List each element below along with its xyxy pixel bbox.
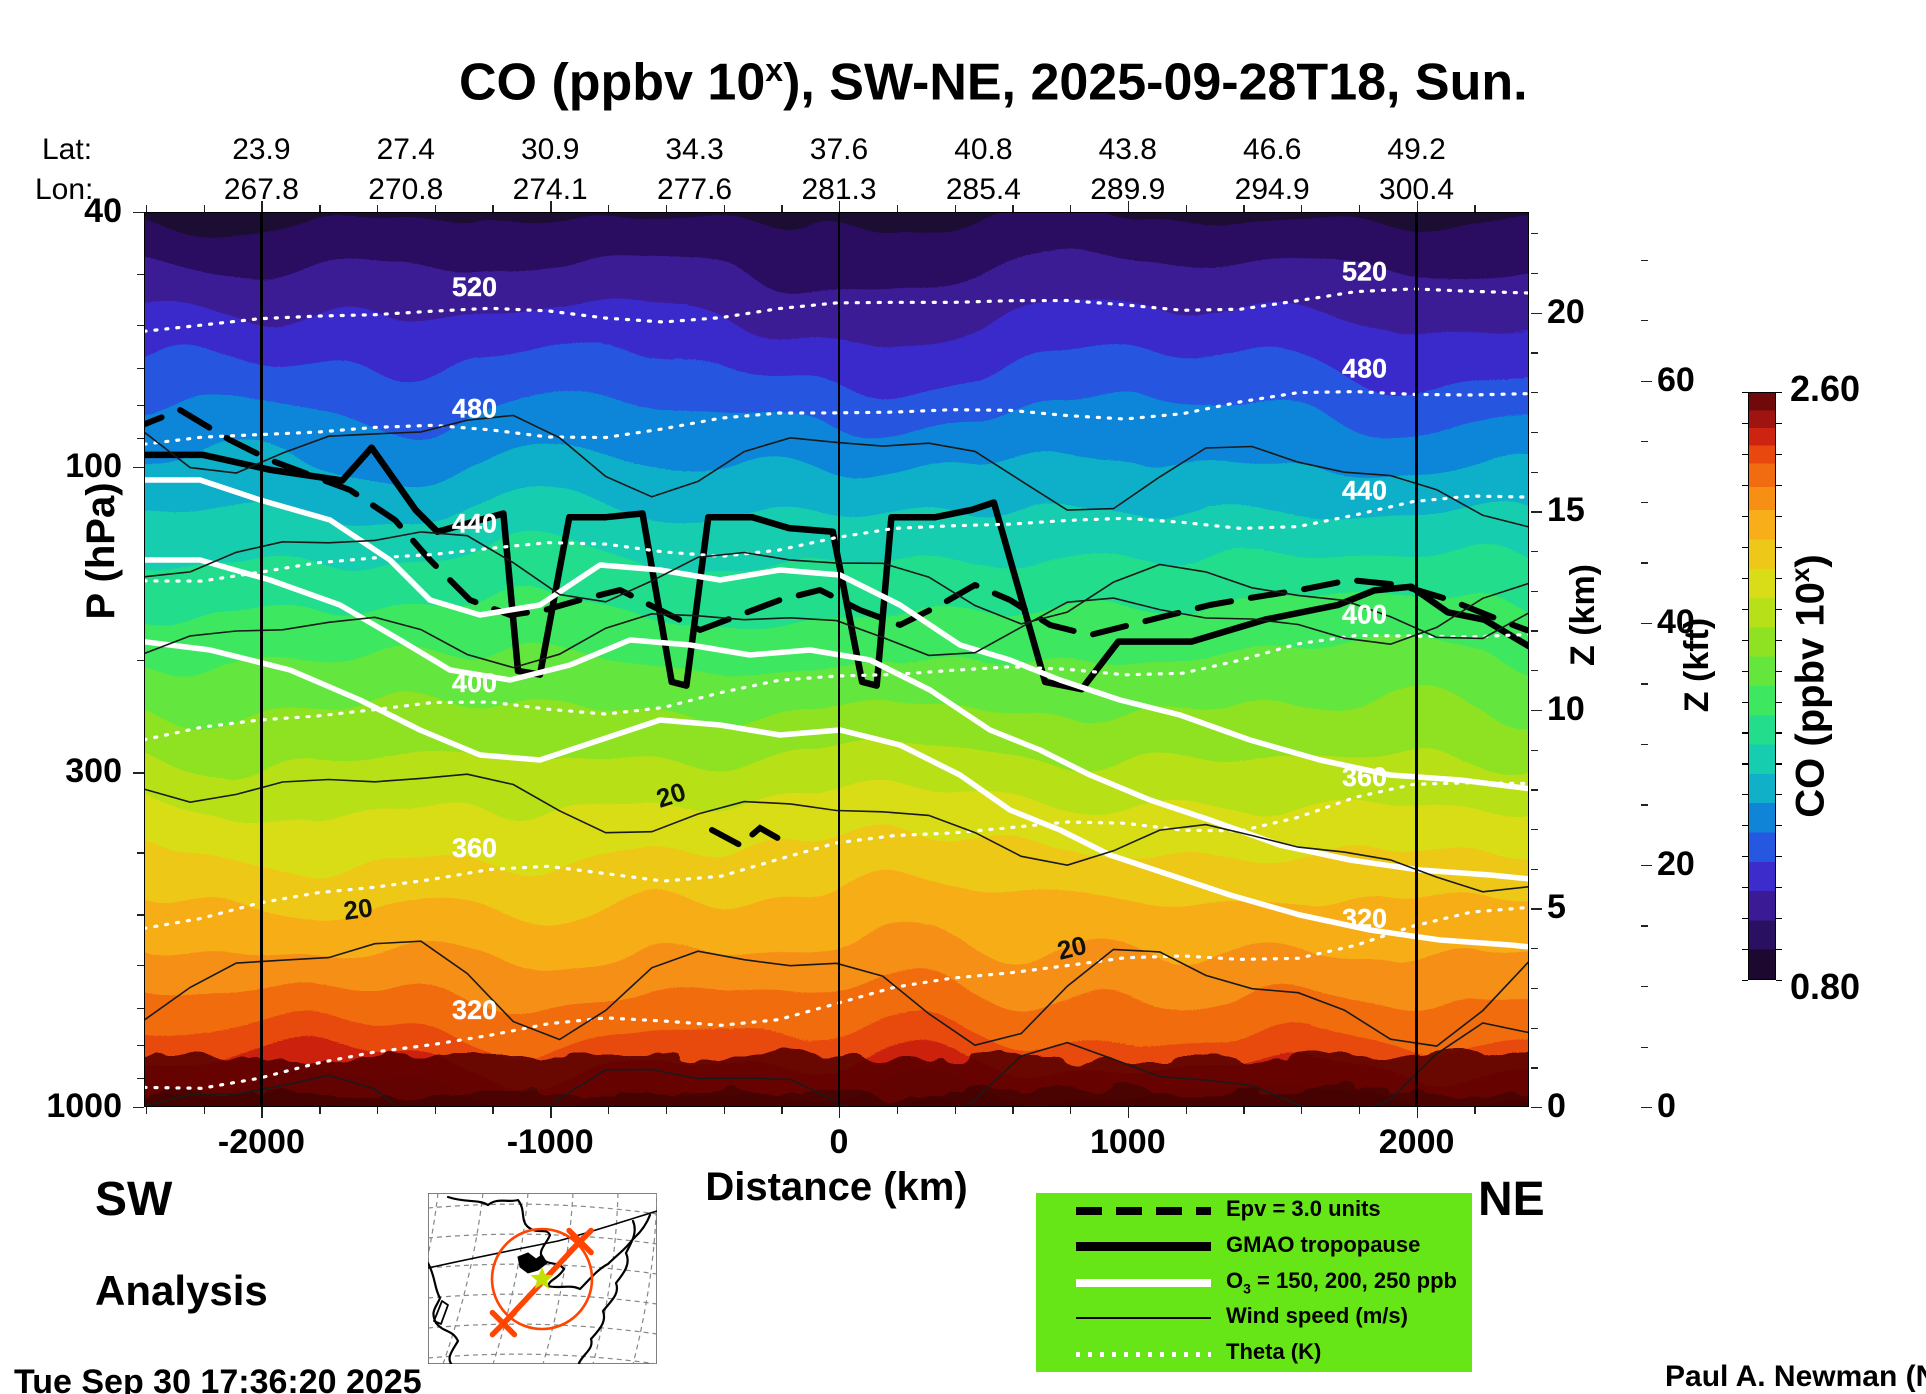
svg-text:440: 440 bbox=[1342, 476, 1387, 506]
svg-text:20: 20 bbox=[653, 776, 690, 813]
svg-text:520: 520 bbox=[1342, 256, 1387, 286]
svg-text:360: 360 bbox=[452, 833, 497, 863]
svg-text:480: 480 bbox=[452, 393, 497, 423]
svg-text:360: 360 bbox=[1342, 762, 1387, 792]
svg-text:20: 20 bbox=[342, 892, 375, 926]
svg-text:320: 320 bbox=[452, 995, 497, 1025]
svg-text:400: 400 bbox=[1342, 600, 1387, 630]
svg-text:480: 480 bbox=[1342, 353, 1387, 383]
svg-text:520: 520 bbox=[452, 272, 497, 302]
svg-text:440: 440 bbox=[452, 509, 497, 539]
svg-text:320: 320 bbox=[1342, 903, 1387, 933]
svg-text:20: 20 bbox=[1054, 930, 1089, 966]
svg-text:400: 400 bbox=[452, 668, 497, 698]
